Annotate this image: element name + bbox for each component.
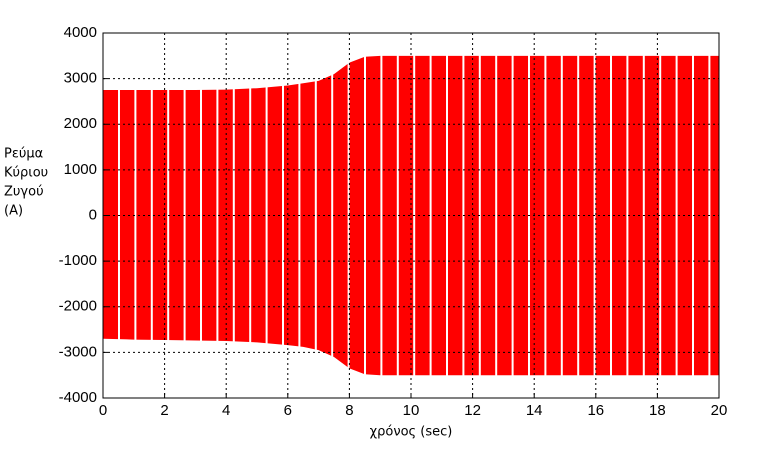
x-axis-label: χρόνος (sec) xyxy=(370,425,453,440)
y-tick-label: 1000 xyxy=(64,161,97,178)
y-tick-label: 3000 xyxy=(64,70,97,87)
x-tick-label: 8 xyxy=(345,402,353,419)
y-axis-label: Ρεύμα xyxy=(4,147,43,162)
y-tick-label: 0 xyxy=(89,206,97,223)
y-tick-label: 4000 xyxy=(64,24,97,41)
y-axis-label: (A) xyxy=(4,204,23,219)
x-tick-label: 0 xyxy=(99,402,107,419)
y-axis-label: Κύριου xyxy=(4,166,48,181)
x-tick-label: 4 xyxy=(222,402,230,419)
x-tick-label: 2 xyxy=(160,402,168,419)
x-tick-label: 12 xyxy=(464,402,481,419)
x-tick-label: 6 xyxy=(284,402,292,419)
y-tick-label: -4000 xyxy=(59,389,97,406)
y-axis-label: Ζυγού xyxy=(4,185,44,200)
x-tick-label: 18 xyxy=(649,402,666,419)
signal-envelope xyxy=(103,215,719,376)
x-tick-label: 16 xyxy=(587,402,604,419)
y-tick-label: -3000 xyxy=(59,343,97,360)
signal-envelope xyxy=(103,55,719,216)
x-tick-label: 10 xyxy=(403,402,420,419)
y-tick-label: -1000 xyxy=(59,252,97,269)
x-tick-label: 20 xyxy=(711,402,728,419)
x-tick-label: 14 xyxy=(526,402,543,419)
y-tick-label: -2000 xyxy=(59,298,97,315)
y-tick-label: 2000 xyxy=(64,115,97,132)
